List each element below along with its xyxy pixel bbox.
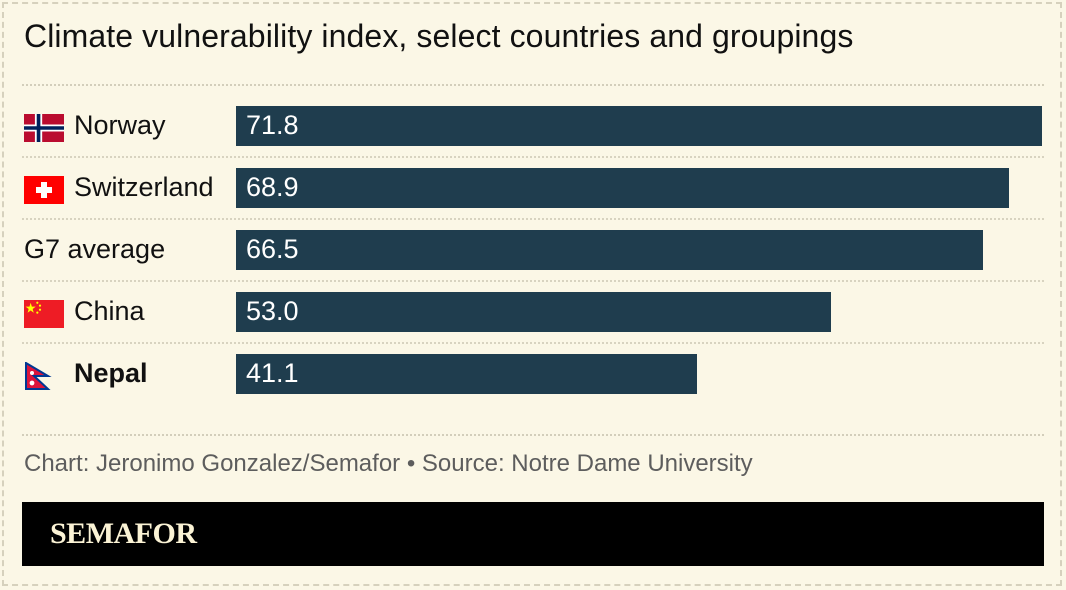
- bar-row: China 53.0: [22, 282, 1044, 344]
- bar-row: Switzerland 68.9: [22, 158, 1044, 220]
- bar-row: Norway 71.8: [22, 96, 1044, 158]
- bar-row: G7 average 66.5: [22, 220, 1044, 282]
- row-divider: [22, 156, 1044, 158]
- norway-flag-icon: [24, 114, 64, 142]
- row-divider: [22, 342, 1044, 344]
- switzerland-flag-icon: [24, 176, 64, 204]
- bar: [236, 106, 1042, 146]
- value-label: 41.1: [246, 358, 299, 388]
- category-label: G7 average: [24, 234, 166, 264]
- brand-footer: SEMAFOR: [22, 502, 1044, 566]
- bar: [236, 354, 697, 394]
- bar-row: Nepal 41.1: [22, 344, 1044, 406]
- category-label: Norway: [74, 110, 166, 140]
- category-label: Nepal: [74, 358, 148, 388]
- chart-title: Climate vulnerability index, select coun…: [24, 18, 854, 54]
- value-label: 68.9: [246, 172, 299, 202]
- row-divider: [22, 218, 1044, 220]
- nepal-flag-icon: [24, 361, 64, 390]
- value-label: 66.5: [246, 234, 299, 264]
- category-label: Switzerland: [74, 172, 214, 202]
- source-note: Chart: Jeronimo Gonzalez/Semafor • Sourc…: [24, 450, 753, 477]
- bar: [236, 292, 831, 332]
- source-divider: [22, 434, 1044, 436]
- row-divider: [22, 280, 1044, 282]
- bar: [236, 168, 1009, 208]
- title-divider: [22, 84, 1044, 86]
- category-label: China: [74, 296, 145, 326]
- bar: [236, 230, 983, 270]
- value-label: 71.8: [246, 110, 299, 140]
- china-flag-icon: [24, 300, 64, 328]
- semafor-logo: SEMAFOR: [50, 517, 197, 550]
- value-label: 53.0: [246, 296, 299, 326]
